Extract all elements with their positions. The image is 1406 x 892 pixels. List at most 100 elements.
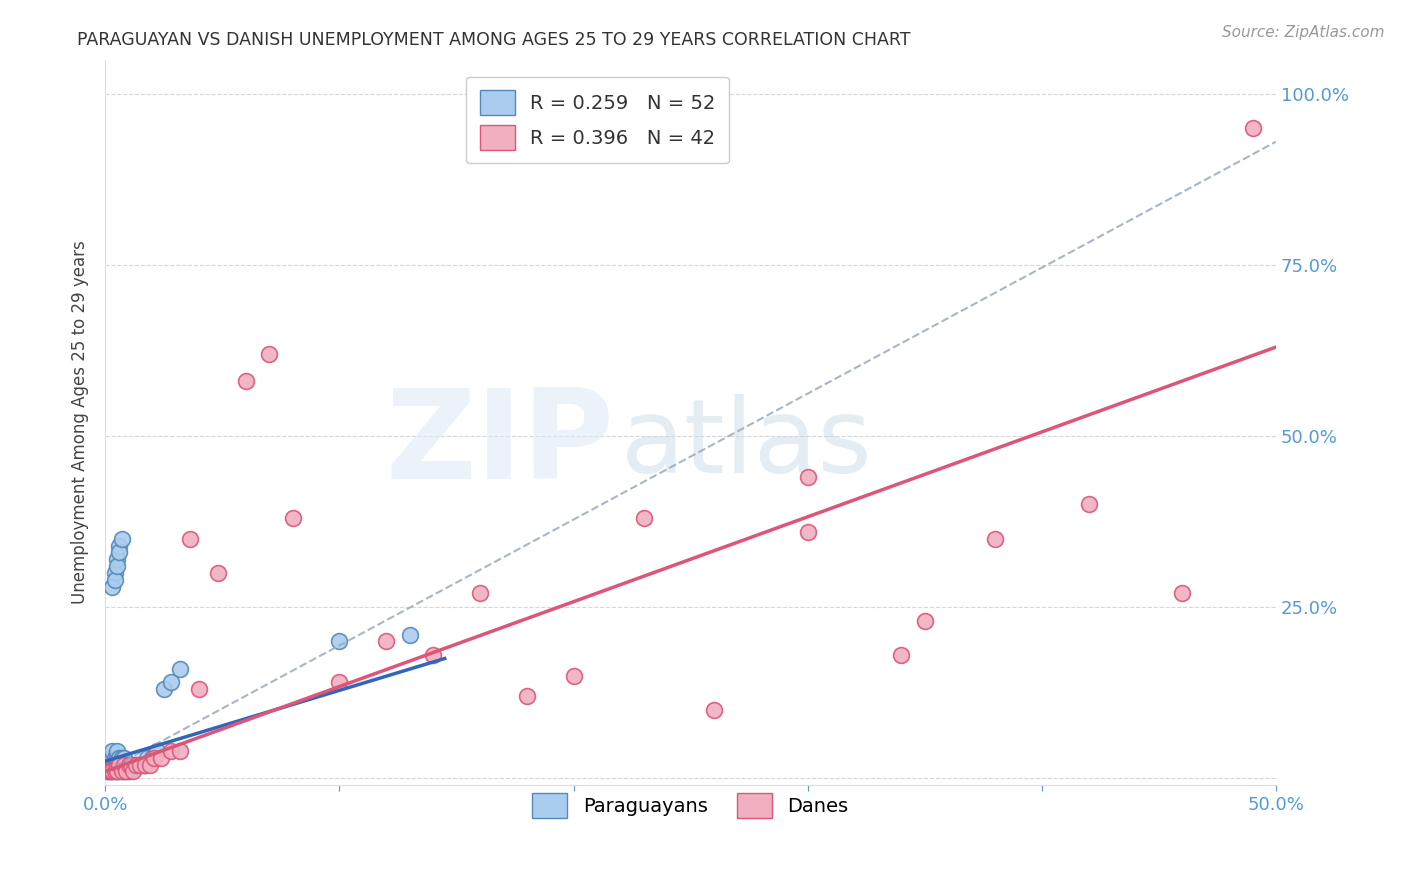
- Point: [103, 566, 125, 580]
- Point: [1077, 498, 1099, 512]
- Point: [145, 744, 167, 758]
- Point: [105, 559, 128, 574]
- Point: [138, 757, 160, 772]
- Point: [96, 757, 118, 772]
- Point: [98, 764, 121, 779]
- Text: PARAGUAYAN VS DANISH UNEMPLOYMENT AMONG AGES 25 TO 29 YEARS CORRELATION CHART: PARAGUAYAN VS DANISH UNEMPLOYMENT AMONG …: [77, 31, 911, 49]
- Point: [169, 744, 191, 758]
- Point: [105, 764, 128, 779]
- Point: [110, 750, 132, 764]
- Point: [96, 764, 118, 779]
- Text: ZIP: ZIP: [385, 384, 614, 505]
- Y-axis label: Unemployment Among Ages 25 to 29 years: Unemployment Among Ages 25 to 29 years: [72, 241, 89, 604]
- Point: [143, 750, 166, 764]
- Point: [134, 757, 156, 772]
- Point: [117, 764, 139, 779]
- Point: [101, 744, 124, 758]
- Point: [108, 764, 131, 779]
- Point: [136, 750, 159, 764]
- Point: [235, 374, 257, 388]
- Point: [103, 764, 125, 779]
- Point: [207, 566, 229, 580]
- Point: [796, 524, 818, 539]
- Point: [159, 675, 181, 690]
- Point: [115, 757, 138, 772]
- Point: [103, 750, 125, 764]
- Point: [468, 586, 491, 600]
- Point: [703, 703, 725, 717]
- Point: [96, 764, 118, 779]
- Point: [179, 532, 201, 546]
- Point: [129, 757, 152, 772]
- Point: [98, 757, 121, 772]
- Point: [375, 634, 398, 648]
- Point: [328, 675, 350, 690]
- Point: [108, 750, 131, 764]
- Point: [328, 634, 350, 648]
- Point: [422, 648, 444, 662]
- Point: [115, 764, 138, 779]
- Point: [516, 689, 538, 703]
- Point: [141, 750, 163, 764]
- Point: [1171, 586, 1194, 600]
- Point: [101, 764, 124, 779]
- Point: [796, 470, 818, 484]
- Point: [122, 764, 145, 779]
- Point: [108, 539, 131, 553]
- Point: [103, 573, 125, 587]
- Point: [112, 757, 135, 772]
- Point: [105, 764, 128, 779]
- Point: [110, 757, 132, 772]
- Point: [101, 580, 124, 594]
- Point: [129, 757, 152, 772]
- Point: [105, 757, 128, 772]
- Point: [124, 757, 146, 772]
- Point: [105, 750, 128, 764]
- Point: [122, 757, 145, 772]
- Point: [120, 757, 142, 772]
- Point: [101, 750, 124, 764]
- Point: [108, 545, 131, 559]
- Point: [105, 552, 128, 566]
- Point: [101, 764, 124, 779]
- Point: [169, 662, 191, 676]
- Point: [159, 744, 181, 758]
- Point: [112, 764, 135, 779]
- Point: [1241, 121, 1264, 136]
- Point: [131, 757, 153, 772]
- Point: [120, 757, 142, 772]
- Point: [103, 757, 125, 772]
- Point: [127, 757, 149, 772]
- Point: [98, 750, 121, 764]
- Point: [110, 764, 132, 779]
- Point: [110, 532, 132, 546]
- Point: [117, 757, 139, 772]
- Point: [890, 648, 912, 662]
- Point: [101, 757, 124, 772]
- Point: [108, 757, 131, 772]
- Point: [134, 757, 156, 772]
- Point: [187, 682, 209, 697]
- Point: [633, 511, 655, 525]
- Point: [98, 764, 121, 779]
- Legend: Paraguayans, Danes: Paraguayans, Danes: [524, 786, 856, 826]
- Point: [108, 757, 131, 772]
- Point: [124, 757, 146, 772]
- Point: [117, 757, 139, 772]
- Point: [257, 347, 280, 361]
- Text: Source: ZipAtlas.com: Source: ZipAtlas.com: [1222, 25, 1385, 40]
- Point: [110, 764, 132, 779]
- Point: [103, 764, 125, 779]
- Text: atlas: atlas: [620, 393, 872, 495]
- Point: [115, 764, 138, 779]
- Point: [112, 757, 135, 772]
- Point: [105, 744, 128, 758]
- Point: [914, 614, 936, 628]
- Point: [152, 682, 174, 697]
- Point: [562, 668, 585, 682]
- Point: [984, 532, 1007, 546]
- Point: [398, 627, 420, 641]
- Point: [112, 750, 135, 764]
- Point: [281, 511, 304, 525]
- Point: [150, 750, 173, 764]
